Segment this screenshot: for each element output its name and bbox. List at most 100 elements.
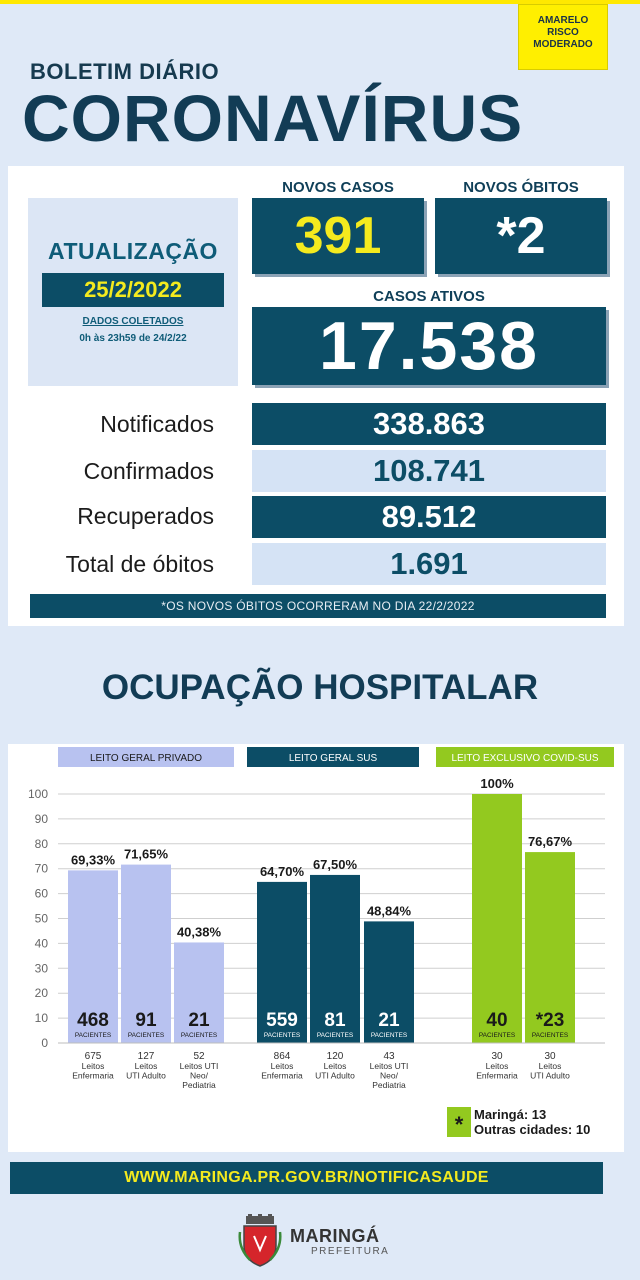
bar-patients-count: *23 — [536, 1010, 565, 1031]
y-tick-label: 80 — [35, 837, 49, 851]
bar-patients-count: 21 — [188, 1010, 210, 1031]
new-deaths-label: NOVOS ÓBITOS — [463, 179, 579, 196]
bed-type-label: Pediatria — [182, 1080, 216, 1090]
bed-type-label: Neo/ — [190, 1071, 209, 1081]
stat-value-notificados: 338.863 — [252, 403, 606, 445]
bar-value-label: 69,33% — [71, 852, 116, 867]
bed-type-label: Enfermaria — [72, 1071, 114, 1081]
bar — [364, 921, 414, 1043]
brand-name: MARINGÁ — [290, 1226, 380, 1246]
bar-patients-label: PACIENTES — [75, 1032, 112, 1039]
bed-count: 127 — [138, 1051, 155, 1062]
bar-patients-count: 91 — [135, 1010, 157, 1031]
bed-count: 30 — [544, 1051, 556, 1062]
bar — [472, 794, 522, 1043]
bar-value-label: 67,50% — [313, 857, 358, 872]
bar — [121, 864, 171, 1043]
stat-value-total-obitos: 1.691 — [252, 543, 606, 585]
bar — [68, 870, 118, 1043]
bed-count: 43 — [383, 1051, 395, 1062]
risk-badge-line-2: RISCO — [547, 27, 579, 38]
stat-label-notificados: Notificados — [100, 411, 214, 437]
y-tick-label: 70 — [35, 862, 49, 876]
bar-patients-label: PACIENTES — [532, 1032, 569, 1039]
bed-count: 864 — [274, 1051, 291, 1062]
bar-patients-count: 559 — [266, 1010, 298, 1031]
y-tick-label: 50 — [35, 912, 49, 926]
new-cases-value: 391 — [252, 198, 424, 274]
group-header-bg — [247, 747, 419, 767]
city-coat-of-arms-icon — [238, 1214, 282, 1267]
bed-type-label: Leitos — [539, 1061, 562, 1071]
header-kicker: BOLETIM DIÁRIO — [30, 59, 220, 84]
risk-level-badge: AMARELO RISCO MODERADO — [518, 4, 608, 70]
page-title: CORONAVÍRUS — [22, 81, 524, 155]
y-tick-label: 30 — [35, 961, 49, 975]
bar-value-label: 40,38% — [177, 924, 222, 939]
legend-symbol: * — [455, 1112, 464, 1137]
bar-patients-count: 40 — [486, 1010, 507, 1031]
bed-type-label: Enfermaria — [261, 1071, 303, 1081]
stat-value-recuperados: 89.512 — [252, 496, 606, 538]
group-header-bg — [436, 747, 614, 767]
bar-value-label: 100% — [480, 776, 514, 791]
active-cases-label: CASOS ATIVOS — [373, 288, 485, 305]
notifica-saude-url[interactable]: WWW.MARINGA.PR.GOV.BR/NOTIFICASAUDE — [10, 1162, 603, 1194]
bed-type-label: Leitos — [324, 1061, 347, 1071]
bed-type-label: Pediatria — [372, 1080, 406, 1090]
bar — [310, 874, 360, 1043]
y-tick-label: 60 — [35, 887, 49, 901]
update-date: 25/2/2022 — [42, 273, 224, 307]
new-deaths-value: *2 — [435, 198, 607, 274]
bed-count: 30 — [491, 1051, 503, 1062]
group-header-label: LEITO GERAL SUS — [289, 753, 378, 764]
bar-patients-label: PACIENTES — [128, 1032, 165, 1039]
stat-value-confirmados: 108.741 — [252, 450, 606, 492]
bed-type-label: Leitos UTI — [180, 1061, 219, 1071]
bed-count: 675 — [85, 1051, 102, 1062]
bed-type-label: UTI Adulto — [315, 1071, 355, 1081]
bar-patients-count: 468 — [77, 1010, 109, 1031]
bar-value-label: 64,70% — [260, 864, 305, 879]
top-accent-line — [0, 0, 640, 4]
bar-patients-count: 21 — [378, 1010, 400, 1031]
bar-patients-count: 81 — [324, 1010, 346, 1031]
brand-sub: PREFEITURA — [311, 1246, 390, 1257]
legend-line: Maringá: 13 — [474, 1107, 546, 1122]
y-tick-label: 90 — [35, 812, 49, 826]
section-title: OCUPAÇÃO HOSPITALAR — [101, 668, 539, 707]
risk-badge-line-3: MODERADO — [533, 39, 593, 50]
y-tick-label: 20 — [35, 986, 49, 1000]
bed-type-label: UTI Adulto — [126, 1071, 166, 1081]
bar-patients-label: PACIENTES — [181, 1032, 218, 1039]
group-header-label: LEITO EXCLUSIVO COVID-SUS — [451, 753, 598, 764]
hospital-occupancy-chart: 0 10 20 30 40 50 60 70 80 90 100 LEITO GERAL PRIVAD… — [28, 747, 614, 1137]
bed-count: 120 — [327, 1051, 344, 1062]
bed-type-label: Neo/ — [380, 1071, 399, 1081]
deaths-footnote: *OS NOVOS ÓBITOS OCORRERAM NO DIA 22/2/2… — [30, 594, 606, 618]
bed-type-label: UTI Adulto — [530, 1071, 570, 1081]
stat-label-recuperados: Recuperados — [77, 503, 214, 529]
bar — [525, 852, 575, 1043]
collected-range: 0h às 23h59 de 24/2/22 — [79, 333, 187, 344]
bed-type-label: Leitos UTI — [370, 1061, 409, 1071]
y-tick-label: 0 — [41, 1036, 48, 1050]
y-tick-label: 10 — [35, 1011, 49, 1025]
y-tick-label: 40 — [35, 936, 49, 950]
group-header-bg — [58, 747, 234, 767]
new-cases-label: NOVOS CASOS — [282, 179, 394, 196]
bar-value-label: 48,84% — [367, 903, 412, 918]
bar — [174, 942, 224, 1043]
bed-type-label: Leitos — [135, 1061, 158, 1071]
legend-swatch — [447, 1107, 471, 1137]
y-tick-label: 100 — [28, 787, 48, 801]
stat-label-total-obitos: Total de óbitos — [65, 551, 214, 577]
bar-patients-label: PACIENTES — [479, 1032, 516, 1039]
bed-type-label: Leitos — [271, 1061, 294, 1071]
bed-type-label: Leitos — [486, 1061, 509, 1071]
bar-value-label: 71,65% — [124, 847, 169, 862]
stat-label-confirmados: Confirmados — [83, 458, 214, 484]
bar — [257, 881, 307, 1043]
active-cases-value: 17.538 — [252, 307, 606, 385]
bed-type-label: Leitos — [82, 1061, 105, 1071]
